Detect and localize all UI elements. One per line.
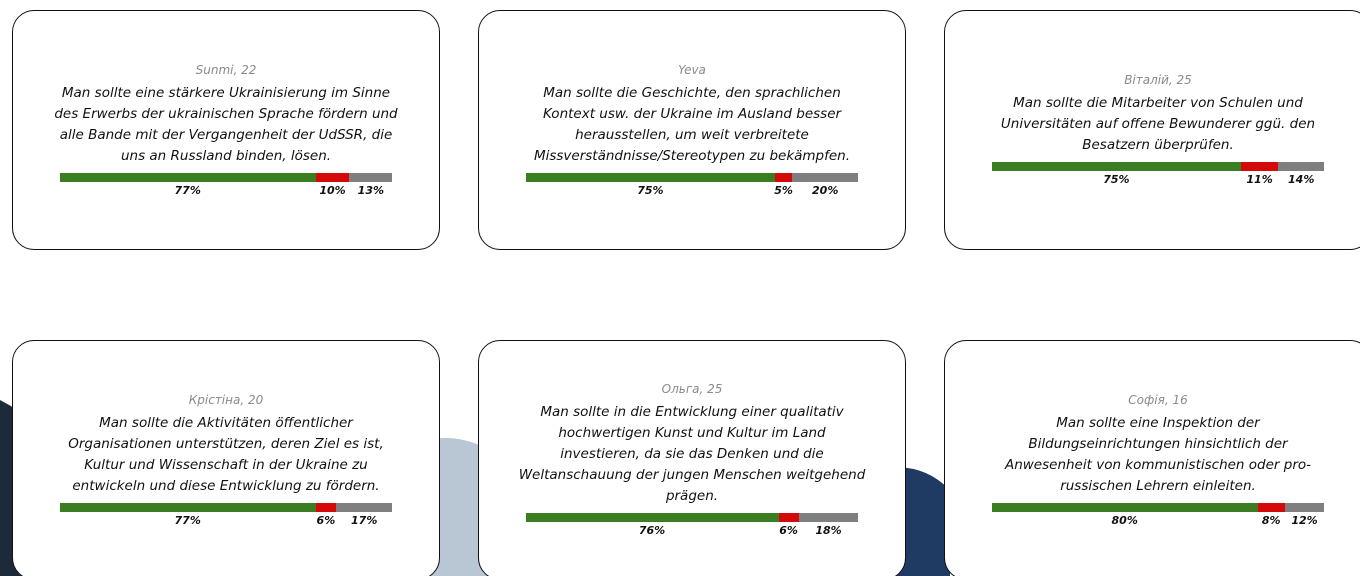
result-bar <box>526 513 859 522</box>
percent-label: 75% <box>637 184 663 197</box>
result-labels: 76% 6% 18% <box>526 522 859 538</box>
percent-label: 6% <box>317 514 336 527</box>
bar-segment <box>316 173 349 182</box>
opinion-card: Ольга, 25 Man sollte in die Entwicklung e… <box>478 340 906 576</box>
percent-label: 13% <box>358 184 384 197</box>
percent-label: 77% <box>175 514 201 527</box>
opinion-card: Sunmi, 22 Man sollte eine stärkere Ukrain… <box>12 10 440 250</box>
percent-label: 14% <box>1288 173 1314 186</box>
result-bar <box>526 173 859 182</box>
bar-segment <box>799 513 859 522</box>
result-bar <box>992 503 1325 512</box>
result-bar <box>992 162 1325 171</box>
percent-label: 11% <box>1246 173 1272 186</box>
author: Софія, 16 <box>1128 393 1187 407</box>
bar-segment <box>992 503 1258 512</box>
bar-segment <box>1278 162 1325 171</box>
bar-segment <box>792 173 859 182</box>
bar-segment <box>1285 503 1325 512</box>
percent-label: 17% <box>351 514 377 527</box>
quote: Man sollte eine stärkere Ukrainisierung … <box>51 83 401 167</box>
percent-label: 10% <box>319 184 345 197</box>
result-bar <box>60 503 393 512</box>
quote: Man sollte die Mitarbeiter von Schulen u… <box>983 93 1333 156</box>
quote: Man sollte eine Inspektion der Bildungse… <box>983 413 1333 497</box>
bar-segment <box>1241 162 1278 171</box>
result-labels: 75% 11% 14% <box>992 171 1325 187</box>
bar-segment <box>526 173 776 182</box>
percent-label: 5% <box>774 184 793 197</box>
bar-segment <box>349 173 392 182</box>
opinion-card: Віталій, 25 Man sollte die Mitarbeiter vo… <box>944 10 1360 250</box>
bar-segment <box>316 503 336 512</box>
author: Ольга, 25 <box>662 382 723 396</box>
author: Віталій, 25 <box>1124 73 1192 87</box>
page: Sunmi, 22 Man sollte eine stärkere Ukrain… <box>0 0 1360 576</box>
opinion-card: Yeva Man sollte die Geschichte, den sprac… <box>478 10 906 250</box>
percent-label: 12% <box>1291 514 1317 527</box>
author: Yeva <box>678 63 706 77</box>
percent-label: 75% <box>1103 173 1129 186</box>
result-labels: 80% 8% 12% <box>992 512 1325 528</box>
screen: Sunmi, 22 Man sollte eine stärkere Ukrain… <box>0 0 1360 576</box>
percent-label: 6% <box>779 524 798 537</box>
percent-label: 80% <box>1112 514 1138 527</box>
quote: Man sollte die Aktivitäten öffentlicher … <box>51 413 401 497</box>
bar-segment <box>60 173 316 182</box>
percent-label: 77% <box>175 184 201 197</box>
percent-label: 20% <box>812 184 838 197</box>
bar-segment <box>526 513 779 522</box>
result-labels: 77% 10% 13% <box>60 182 393 198</box>
result-labels: 75% 5% 20% <box>526 182 859 198</box>
bar-segment <box>336 503 393 512</box>
quote: Man sollte in die Entwicklung einer qual… <box>517 402 867 507</box>
percent-label: 18% <box>815 524 841 537</box>
bar-segment <box>779 513 799 522</box>
opinion-card: Крістіна, 20 Man sollte die Aktivitäten ö… <box>12 340 440 576</box>
bar-segment <box>1258 503 1285 512</box>
percent-label: 76% <box>639 524 665 537</box>
percent-label: 8% <box>1262 514 1281 527</box>
result-labels: 77% 6% 17% <box>60 512 393 528</box>
author: Крістіна, 20 <box>189 393 264 407</box>
bar-segment <box>992 162 1242 171</box>
quote: Man sollte die Geschichte, den sprachlic… <box>517 83 867 167</box>
bar-segment <box>775 173 792 182</box>
result-bar <box>60 173 393 182</box>
opinion-card: Софія, 16 Man sollte eine Inspektion der … <box>944 340 1360 576</box>
bar-segment <box>60 503 316 512</box>
author: Sunmi, 22 <box>196 63 257 77</box>
